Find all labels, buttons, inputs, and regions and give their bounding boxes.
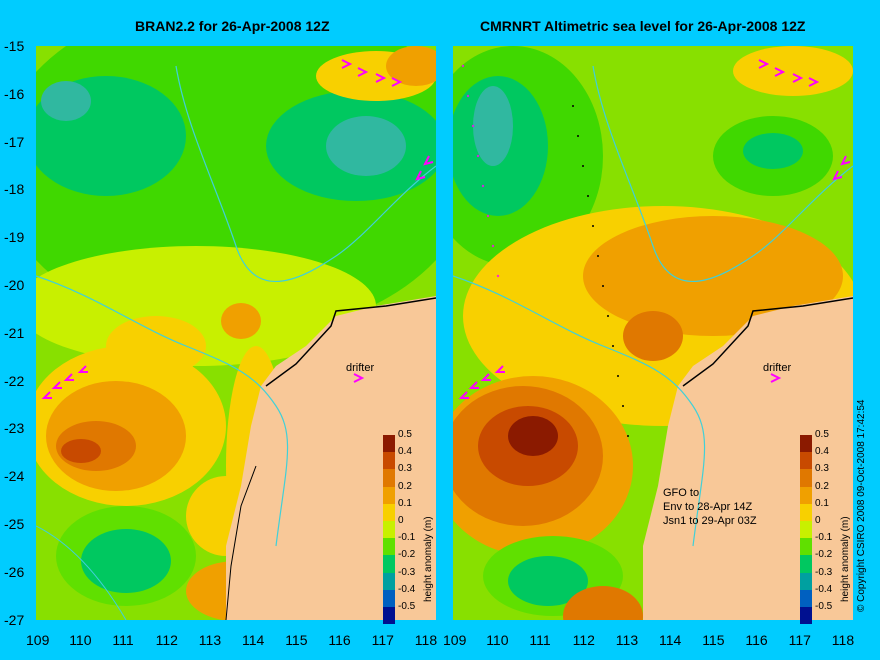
colorbar-label: -0.5 (815, 601, 833, 612)
x-tick-label: 114 (242, 632, 265, 648)
x-tick-label: 112 (572, 632, 595, 648)
satellite-note-line-3: Jsn1 to 29-Apr 03Z (663, 515, 757, 527)
colorbar-swatch (800, 589, 812, 607)
x-tick-label: 116 (745, 632, 768, 648)
colorbar-swatch (383, 503, 395, 521)
y-tick-label: -16 (4, 85, 25, 102)
colorbar-label: 0 (398, 515, 404, 526)
colorbar-label: 0 (815, 515, 821, 526)
x-tick-label: 117 (788, 632, 811, 648)
colorbar-swatch (800, 538, 812, 556)
colorbar-swatch (800, 607, 812, 625)
right-map-panel (453, 46, 853, 620)
x-tick-label: 109 (443, 632, 467, 648)
copyright-text: © Copyright CSIRO 2008 09-Oct-2008 17:42… (856, 399, 867, 613)
x-tick-label: 113 (198, 632, 222, 648)
left-colorbar-title: height anomaly (m) (423, 516, 434, 602)
satellite-note-line-2: Env to 28-Apr 14Z (663, 501, 753, 513)
colorbar-label: -0.4 (815, 583, 833, 595)
colorbar-swatch (383, 538, 395, 556)
colorbar-label: 0.3 (398, 463, 412, 475)
x-tick-label: 111 (112, 632, 134, 648)
y-tick-label: -26 (4, 563, 25, 580)
left-map-image (36, 46, 436, 620)
colorbar-label: 0.5 (815, 429, 829, 440)
colorbar-label: 0.2 (398, 480, 412, 492)
right-map-image (453, 46, 853, 620)
colorbar-label: 0.2 (815, 480, 829, 492)
y-tick-label: -23 (4, 420, 25, 437)
colorbar-label: 0.3 (815, 463, 829, 475)
colorbar-swatch (383, 469, 395, 487)
colorbar-swatch (800, 452, 812, 470)
x-tick-label: 113 (615, 632, 639, 648)
colorbar-label: 0.1 (815, 497, 829, 509)
left-panel-title: BRAN2.2 for 26-Apr-2008 12Z (135, 18, 330, 34)
x-tick-label: 110 (486, 632, 509, 648)
x-tick-label: 115 (285, 632, 308, 648)
y-tick-label: -19 (4, 229, 25, 246)
x-tick-label: 110 (69, 632, 92, 648)
colorbar-label: -0.2 (398, 549, 416, 561)
colorbar-label: -0.2 (815, 549, 833, 561)
colorbar-label: 0.5 (398, 429, 412, 440)
colorbar-swatch (383, 521, 395, 539)
colorbar-label: -0.5 (398, 601, 416, 612)
colorbar-swatch (800, 469, 812, 487)
x-tick-label: 109 (26, 632, 50, 648)
right-panel-title: CMRNRT Altimetric sea level for 26-Apr-2… (480, 18, 806, 34)
colorbar-label: -0.3 (398, 566, 416, 578)
colorbar-label: -0.3 (815, 566, 833, 578)
colorbar-label: -0.4 (398, 583, 416, 595)
colorbar-swatch (383, 486, 395, 504)
right-colorbar-title: height anomaly (m) (840, 516, 851, 602)
x-tick-label: 114 (659, 632, 682, 648)
y-tick-label: -15 (4, 38, 25, 54)
x-tick-label: 117 (371, 632, 394, 648)
colorbar-swatch (383, 607, 395, 625)
left-drifter-label: drifter (346, 362, 375, 374)
colorbar-swatch (800, 572, 812, 590)
colorbar-label: 0.1 (398, 497, 412, 509)
colorbar-swatch (800, 486, 812, 504)
x-tick-label: 111 (529, 632, 551, 648)
colorbar-label: -0.1 (815, 532, 833, 544)
x-tick-label: 116 (328, 632, 351, 648)
y-tick-label: -25 (4, 516, 25, 532)
colorbar-swatch (383, 452, 395, 470)
x-tick-label: 118 (831, 632, 855, 648)
y-tick-label: -18 (4, 181, 25, 198)
y-tick-label: -24 (4, 468, 25, 485)
colorbar-swatch (800, 503, 812, 521)
colorbar-swatch (800, 435, 812, 453)
y-tick-label: -21 (4, 324, 25, 341)
x-tick-label: 112 (155, 632, 178, 648)
colorbar-label: -0.1 (398, 532, 416, 544)
colorbar-swatch (800, 555, 812, 573)
colorbar-swatch (800, 521, 812, 539)
colorbar-label: 0.4 (398, 446, 412, 458)
left-map-panel (36, 46, 436, 620)
y-tick-label: -20 (4, 277, 25, 293)
x-tick-label: 118 (414, 632, 438, 648)
y-tick-label: -17 (4, 133, 25, 150)
right-drifter-label: drifter (763, 362, 792, 374)
colorbar-swatch (383, 572, 395, 590)
colorbar-label: 0.4 (815, 446, 829, 458)
colorbar-swatch (383, 555, 395, 573)
colorbar-swatch (383, 589, 395, 607)
x-tick-label: 115 (702, 632, 725, 648)
y-tick-label: -22 (4, 372, 25, 389)
colorbar-swatch (383, 435, 395, 453)
satellite-note-line-1: GFO to (663, 487, 700, 499)
y-tick-label: -27 (4, 611, 25, 628)
